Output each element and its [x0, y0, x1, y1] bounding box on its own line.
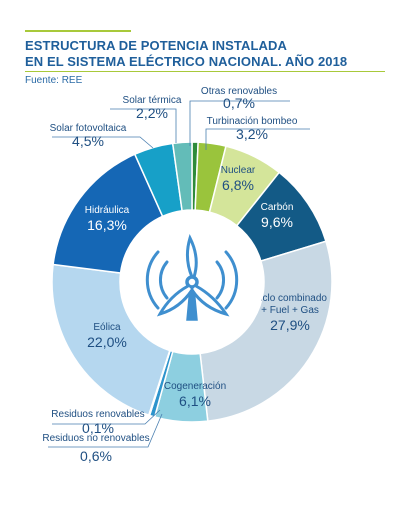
donut-center: [120, 210, 264, 354]
leader-line-solar-termica: [110, 108, 177, 143]
value-ciclo-combinado-fuel-gas: 27,9%: [270, 317, 310, 333]
label-solar-fotovoltaica: Solar fotovoltaica: [50, 123, 127, 134]
label-hidraulica: Hidráulica: [85, 205, 130, 216]
source-note: Fuente: REE: [25, 75, 83, 86]
value-carbon: 9,6%: [261, 214, 293, 230]
title-top-rule: [25, 30, 131, 32]
value-solar-termica: 2,2%: [136, 105, 168, 121]
value-eolica: 22,0%: [87, 334, 127, 350]
label-eolica: Eólica: [93, 322, 121, 333]
wind-turbine-icon: [145, 233, 239, 321]
title-bottom-rule: [25, 71, 385, 72]
label-ciclo-combinado-fuel-gas-line2: + Fuel + Gas: [261, 305, 319, 316]
chart-title-line-1: ESTRUCTURA DE POTENCIA INSTALADA: [25, 38, 287, 53]
value-nuclear: 6,8%: [222, 177, 254, 193]
label-carbon: Carbón: [261, 202, 294, 213]
label-turbinacion-bombeo: Turbinación bombeo: [207, 116, 298, 127]
value-otras-renovables: 0,7%: [223, 95, 255, 111]
value-hidraulica: 16,3%: [87, 217, 127, 233]
label-ciclo-combinado-fuel-gas-line1: Ciclo combinado: [253, 293, 327, 304]
label-nuclear: Nuclear: [221, 165, 256, 176]
value-turbinacion-bombeo: 3,2%: [236, 126, 268, 142]
chart-title: ESTRUCTURA DE POTENCIA INSTALADA EN EL S…: [25, 38, 385, 70]
leader-line-residuos-renovables: [52, 409, 161, 425]
leader-line-otras-renovables: [189, 100, 290, 146]
label-solar-termica: Solar térmica: [123, 95, 182, 106]
leader-line-turbinacion-bombeo: [205, 128, 310, 150]
donut-slices: [51, 141, 333, 423]
label-residuos-no-renovables: Residuos no renovables: [42, 433, 149, 444]
label-cogeneracion: Cogeneración: [164, 381, 226, 392]
leader-line-solar-fotovoltaica: [52, 136, 154, 149]
value-cogeneracion: 6,1%: [179, 393, 211, 409]
leader-line-residuos-no-renovables: [48, 413, 163, 448]
label-residuos-renovables: Residuos renovables: [51, 409, 144, 420]
value-residuos-renovables: 0,1%: [82, 420, 114, 436]
label-otras-renovables: Otras renovables: [201, 86, 277, 97]
label-leader-lines: [48, 100, 310, 448]
chart-title-line-2: EN EL SISTEMA ELÉCTRICO NACIONAL. AÑO 20…: [25, 54, 348, 69]
value-residuos-no-renovables: 0,6%: [80, 448, 112, 464]
value-solar-fotovoltaica: 4,5%: [72, 133, 104, 149]
